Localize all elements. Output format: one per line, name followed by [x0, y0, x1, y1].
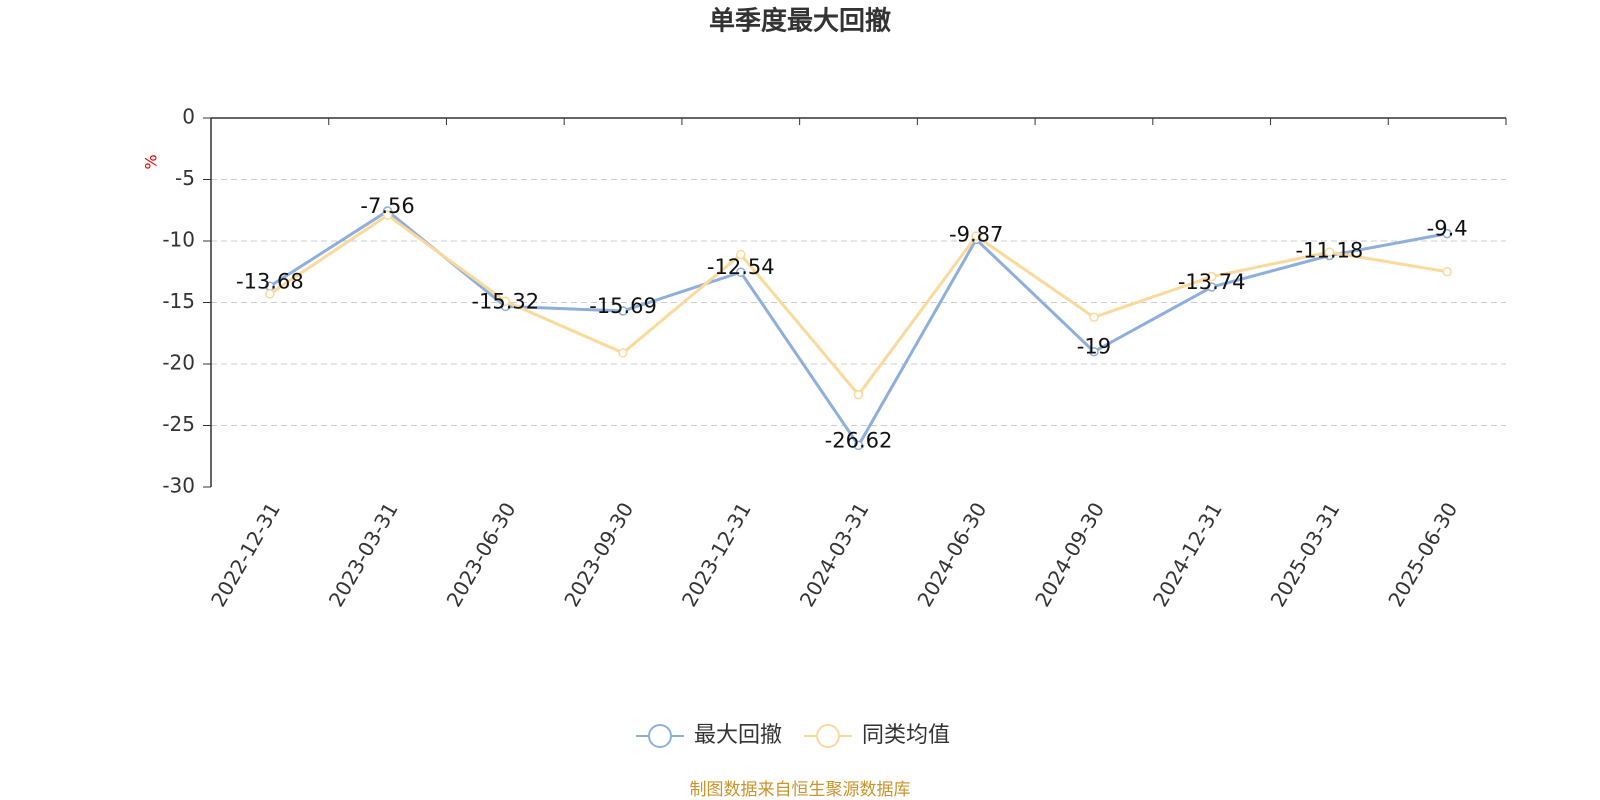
legend-marker — [648, 724, 672, 748]
data-label: -9.87 — [949, 222, 1003, 246]
point — [1442, 267, 1452, 277]
x-tick-label: 2024-09-30 — [1030, 498, 1109, 611]
y-tick-label: -15 — [162, 289, 195, 313]
point — [1089, 312, 1099, 323]
data-label: -12.54 — [707, 255, 775, 279]
data-label: -26.62 — [825, 428, 893, 452]
point — [853, 390, 864, 400]
legend-label: 同类均值 — [862, 723, 950, 748]
point — [971, 231, 981, 241]
x-tick-label: 2023-03-31 — [324, 498, 403, 611]
data-label: -13.74 — [1178, 270, 1246, 294]
series-line — [269, 213, 1448, 398]
point — [1206, 271, 1217, 282]
y-tick-label: 0 — [182, 105, 195, 129]
point — [265, 289, 275, 299]
x-tick-label: 2025-06-30 — [1383, 498, 1462, 611]
data-label: -13.68 — [236, 269, 304, 293]
data-label: -11.18 — [1296, 239, 1364, 263]
x-tick-label: 2024-12-31 — [1148, 498, 1227, 611]
series-line — [269, 209, 1448, 449]
data-label: -7.56 — [360, 194, 414, 218]
point — [1324, 247, 1335, 257]
source-note: 制图数据来自恒生聚源数据库 — [690, 780, 911, 800]
point — [618, 306, 628, 316]
x-tick-label: 2025-03-31 — [1266, 498, 1345, 611]
point — [736, 249, 746, 260]
data-label: -19 — [1077, 335, 1111, 359]
y-tick-label: -10 — [162, 228, 195, 252]
legend-marker — [816, 724, 841, 748]
legend-label: 最大回撤 — [694, 723, 782, 748]
x-tick-label: 2024-06-30 — [912, 498, 991, 611]
y-tick-label: -20 — [162, 351, 195, 375]
point — [1206, 282, 1217, 292]
point — [1089, 346, 1099, 357]
x-tick-label: 2024-03-31 — [795, 498, 874, 611]
y-tick-label: -25 — [162, 412, 195, 436]
chart-title: 单季度最大回撤 — [709, 6, 891, 37]
point — [500, 296, 511, 307]
point — [382, 210, 393, 220]
point — [736, 267, 746, 277]
x-tick-label: 2023-12-31 — [677, 498, 756, 611]
x-tick-label: 2023-09-30 — [559, 498, 638, 611]
x-tick-label: 2023-06-30 — [442, 498, 521, 611]
data-label: -15.32 — [471, 289, 539, 313]
point — [853, 440, 864, 451]
data-label: -15.69 — [589, 294, 657, 318]
point — [1442, 228, 1452, 239]
data-label: -9.4 — [1427, 217, 1468, 241]
y-tick-label: -5 — [175, 166, 195, 190]
y-tick-label: -30 — [162, 474, 195, 498]
x-tick-label: 2022-12-31 — [206, 498, 285, 611]
point — [618, 348, 628, 358]
y-axis-label: % — [142, 154, 161, 169]
